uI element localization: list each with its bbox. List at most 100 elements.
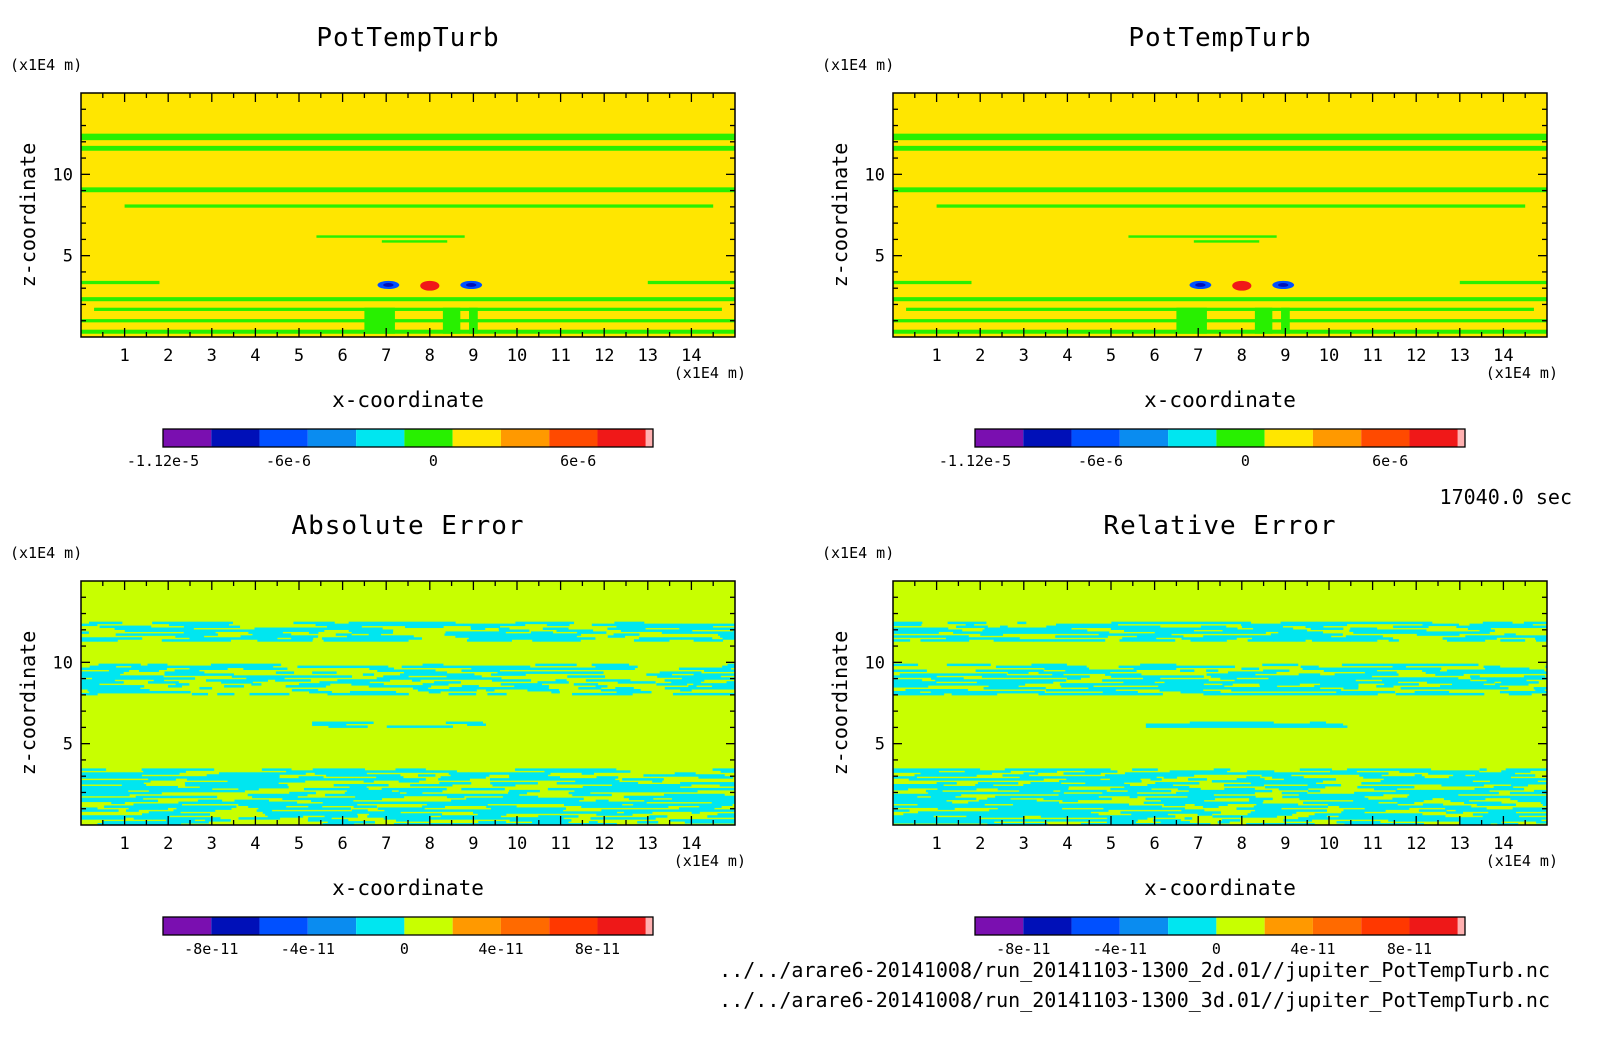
contour-patch (1535, 637, 1547, 640)
contour-patch (1240, 787, 1255, 791)
x-tick-label: 12 (1406, 834, 1426, 854)
contour-patch (308, 631, 319, 634)
contour-patch (1350, 621, 1365, 625)
x-tick-label: 1 (931, 834, 941, 854)
contour-patch (1520, 671, 1545, 674)
contour-patch (275, 679, 311, 682)
contour-patch (1397, 801, 1415, 805)
colorbar-segment (549, 917, 598, 935)
contour-patch (1073, 780, 1097, 783)
contour-patch (234, 799, 269, 803)
contour-patch (428, 813, 443, 816)
contour-patch (1296, 639, 1306, 642)
chart-panel-3: Absolute Error(x1E4 m)1 2 3 4 5 6 7 8 9 10 11 12 13 1… (10, 511, 746, 958)
contour-patch (530, 631, 554, 634)
contour-patch (1520, 635, 1547, 638)
contour-patch (446, 675, 455, 678)
contour-patch (936, 782, 957, 785)
contour-patch (1365, 815, 1386, 818)
contour-patch (81, 639, 98, 642)
contour-patch (1510, 671, 1522, 674)
contour-patch (1448, 776, 1480, 779)
contour-patch (925, 817, 966, 820)
contour-patch (537, 681, 569, 684)
contour-patch (297, 665, 311, 669)
x-tick-label: 6 (1149, 834, 1159, 854)
contour-patch (291, 637, 314, 640)
contour-patch (572, 793, 612, 797)
colorbar-segment (975, 917, 1024, 935)
contour-patch (298, 776, 324, 779)
contour-patch (602, 803, 623, 806)
contour-patch (81, 673, 121, 676)
contour-patch (1520, 677, 1542, 680)
contour-patch (1470, 677, 1495, 680)
contour-patch (1380, 780, 1412, 783)
x-tick-label: 10 (507, 346, 527, 366)
contour-patch (1325, 795, 1365, 799)
contour-patch (1059, 683, 1105, 686)
contour-patch (1131, 639, 1176, 642)
contour-patch (434, 823, 475, 825)
contour-patch (1287, 809, 1328, 812)
contour-patch (180, 819, 195, 822)
contour-patch (1224, 631, 1266, 634)
contour-patch (477, 635, 511, 638)
contour-patch (555, 679, 567, 682)
contour-patch (308, 635, 319, 638)
contour-patch (1164, 681, 1202, 684)
contour-patch (1083, 623, 1118, 627)
contour-patch (498, 821, 507, 824)
contour-patch (231, 665, 274, 669)
contour-patch (574, 789, 592, 793)
x-unit-label: (x1E4 m) (674, 852, 746, 870)
contour-patch (312, 723, 337, 726)
contour-patch (893, 675, 915, 678)
contour-patch (459, 817, 502, 820)
contour-patch (1507, 823, 1519, 825)
contour-patch (678, 807, 715, 810)
contour-patch (893, 663, 919, 667)
contour-patch (1418, 809, 1447, 812)
contour-patch (966, 815, 984, 818)
contour-patch (117, 797, 144, 801)
contour-patch (189, 637, 203, 640)
contour-patch (186, 778, 222, 781)
contour-patch (164, 673, 205, 676)
contour-patch (893, 819, 929, 822)
contour-patch (459, 677, 502, 680)
contour-patch (1038, 692, 1084, 696)
contour-patch (1225, 795, 1256, 799)
contour-patch (538, 772, 551, 775)
contour-patch (1155, 793, 1179, 797)
contour-patch (161, 639, 173, 642)
contour-patch (1334, 673, 1369, 676)
contour-patch (516, 667, 544, 670)
contour-patch (1247, 639, 1274, 642)
contour-band (1176, 307, 1207, 334)
contour-patch (1511, 815, 1520, 818)
contour-patch (247, 793, 277, 797)
contour-patch (451, 689, 477, 692)
contour-patch (999, 690, 1045, 694)
contour-patch (1213, 768, 1231, 771)
contour-patch (937, 807, 955, 810)
contour-patch (1180, 669, 1195, 672)
contour-patch (455, 635, 479, 638)
contour-patch (308, 805, 323, 808)
contour-patch (238, 803, 263, 806)
contour-patch (1123, 776, 1132, 779)
contour-patch (227, 780, 260, 783)
contour-patch (1150, 778, 1162, 781)
contour-patch (562, 799, 580, 803)
contour-patch (952, 813, 986, 816)
contour-patch (119, 815, 146, 818)
contour-patch (1479, 629, 1495, 632)
contour-patch (674, 772, 696, 775)
contour-patch (722, 665, 735, 669)
contour-patch (378, 679, 391, 682)
contour-patch (1363, 692, 1378, 696)
contour-patch (1143, 677, 1161, 680)
contour-patch (1214, 687, 1247, 690)
